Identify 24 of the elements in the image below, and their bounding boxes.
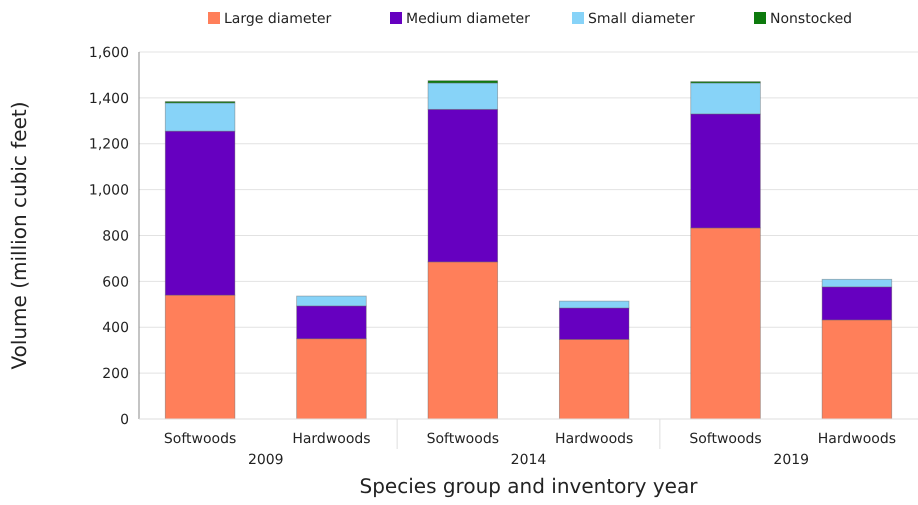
text: 2009 [248, 452, 284, 468]
x-tick-label: Softwoods [426, 431, 500, 447]
x-tick-label: Hardwoods [555, 431, 634, 447]
y-tick-label: 1,200 [88, 136, 129, 153]
y-tick-label: 400 [102, 320, 129, 336]
x-tick-label: Hardwoods [292, 431, 371, 447]
x-axis-title: Species group and inventory year [360, 474, 698, 498]
y-tick-label: 200 [102, 366, 129, 382]
y-tick-label: 1,400 [88, 90, 129, 107]
y-tick-label: 1,600 [88, 44, 129, 61]
y-tick-label: 1,000 [88, 182, 129, 199]
y-tick-label: 800 [102, 228, 129, 244]
legend-label: Small diameter [588, 10, 696, 27]
y-axis-title: Volume (million cubic feet) [7, 101, 31, 370]
text: 2014 [510, 452, 546, 468]
x-tick-label: Softwoods [164, 431, 236, 447]
x-tick-label: Softwoods [689, 431, 762, 447]
y-tick-label: 0 [120, 412, 129, 428]
y-tick-label: 600 [102, 274, 129, 290]
legend-label: Nonstocked [770, 10, 852, 27]
legend-label: Large diameter [224, 10, 332, 27]
text: 2019 [773, 452, 810, 468]
x-tick-label: Hardwoods [818, 431, 896, 447]
legend-label: Medium diameter [406, 10, 530, 27]
